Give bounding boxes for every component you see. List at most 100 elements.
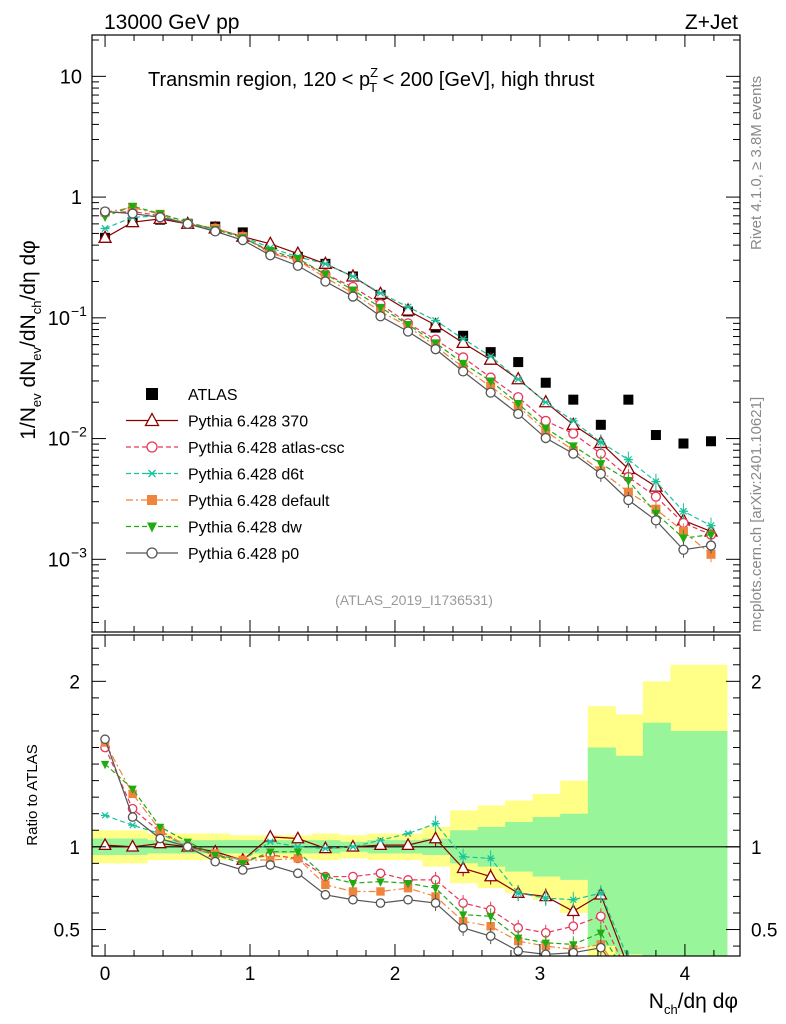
ratio-point xyxy=(376,878,385,887)
ratio-point xyxy=(373,837,388,850)
data-point xyxy=(403,303,413,311)
main-y-axis-label: 1/Nev dNev/dNch/dη dφ xyxy=(17,240,44,440)
legend-marker xyxy=(147,522,157,533)
ratio-point xyxy=(458,923,468,933)
y-tick-exponent: −1 xyxy=(71,303,87,319)
ratio-point xyxy=(127,812,138,822)
main-plot-series xyxy=(97,202,719,563)
data-point xyxy=(568,448,579,459)
ratio-point xyxy=(458,853,468,861)
ratio-point xyxy=(458,911,468,920)
y-tick-label: 1 xyxy=(71,187,82,209)
legend-marker xyxy=(146,441,158,453)
ratio-point xyxy=(376,836,385,844)
data-point xyxy=(706,436,717,447)
data-point xyxy=(128,202,138,212)
ratio-y-tick-label-left: 1 xyxy=(69,838,80,859)
data-point xyxy=(99,206,111,217)
data-point xyxy=(97,229,113,243)
data-point xyxy=(402,326,414,337)
ratio-point xyxy=(403,830,413,837)
ratio-point xyxy=(100,811,110,819)
data-point xyxy=(538,394,553,408)
x-tick-label: 4 xyxy=(680,964,691,985)
y-tick-exponent: −2 xyxy=(71,424,87,440)
legend-marker xyxy=(147,469,157,478)
ratio-point xyxy=(265,860,276,870)
x-axis-label: Nch/dη dφ xyxy=(649,990,738,1017)
legend-marker xyxy=(144,412,160,427)
ratio-y-axis-label: Ratio to ATLAS xyxy=(24,744,41,845)
data-point xyxy=(375,303,385,313)
data-point xyxy=(182,218,193,230)
data-point xyxy=(623,494,634,506)
data-point xyxy=(623,394,634,405)
legend-entry: Pythia 6.428 p0 xyxy=(126,546,299,563)
series-line xyxy=(104,205,712,539)
ratio-point xyxy=(238,855,247,865)
data-point xyxy=(431,316,441,325)
data-point xyxy=(457,366,469,377)
data-point xyxy=(678,544,689,555)
ratio-point xyxy=(541,939,550,948)
ratio-point xyxy=(485,931,496,941)
ratio-point xyxy=(321,880,330,890)
ratio-point xyxy=(624,980,632,988)
ratio-plot-ticks: 0 1 2 3 4 0.5 0.5 1 1 2 2 xyxy=(54,635,777,985)
legend-entry: Pythia 6.428 dw xyxy=(126,520,302,537)
ratio-point xyxy=(293,854,303,863)
ratio-point xyxy=(155,833,165,844)
legend-label: Pythia 6.428 dw xyxy=(188,520,302,537)
ratio-point xyxy=(182,841,193,852)
ratio-y-tick-label-left: 0.5 xyxy=(54,921,80,942)
ylabel-c: /dN xyxy=(17,314,40,347)
ratio-point xyxy=(513,946,524,956)
ratio-line xyxy=(104,763,616,956)
data-point xyxy=(623,476,633,486)
data-point xyxy=(595,468,606,480)
ratio-plot-panel: 0 1 2 3 4 0.5 0.5 1 1 2 2 Ratio to ATLAS Nch/dη dφ xyxy=(24,634,777,1017)
data-point xyxy=(705,540,717,551)
header-left-label: 13000 GeV pp xyxy=(104,11,239,34)
data-point xyxy=(596,460,606,470)
ylabel-d: /dη dφ xyxy=(17,240,40,300)
ratio-point xyxy=(128,821,137,829)
title-part-sub: T xyxy=(369,80,377,95)
data-point xyxy=(320,270,330,280)
ratio-point xyxy=(624,974,632,982)
data-point xyxy=(651,478,661,486)
data-point xyxy=(347,291,359,302)
data-point xyxy=(428,317,443,331)
legend-label: Pythia 6.428 default xyxy=(188,493,330,510)
data-point xyxy=(513,375,523,383)
ratio-point xyxy=(456,860,470,874)
data-point xyxy=(320,276,331,287)
data-point xyxy=(706,549,716,559)
data-point xyxy=(458,335,468,343)
ratio-point xyxy=(483,869,498,882)
ratio-point xyxy=(375,868,386,879)
ratio-point xyxy=(486,854,495,862)
ratio-point xyxy=(595,911,606,922)
data-point xyxy=(540,415,551,427)
series-6 xyxy=(99,206,717,558)
inner-band xyxy=(615,755,644,955)
legend-label: Pythia 6.428 370 xyxy=(188,414,308,431)
ratio-point xyxy=(348,879,358,889)
legend-entry: Pythia 6.428 d6t xyxy=(126,467,304,484)
ratio-point xyxy=(211,851,220,861)
legend-label: Pythia 6.428 p0 xyxy=(188,546,299,563)
legend-marker xyxy=(146,388,158,400)
ratio-point xyxy=(431,884,440,894)
ylabel-a: 1/N xyxy=(17,407,40,440)
ratio-point xyxy=(348,894,358,905)
legend-marker xyxy=(146,547,158,559)
ratio-point xyxy=(401,837,415,850)
ylabel-b-sub: ev xyxy=(29,346,44,360)
ratio-point xyxy=(125,839,140,852)
xlabel-b: /dη dφ xyxy=(678,990,738,1013)
series-line xyxy=(104,218,712,533)
ratio-point xyxy=(596,929,606,939)
data-point xyxy=(678,507,688,515)
ratio-uncertainty-bands xyxy=(92,664,728,956)
